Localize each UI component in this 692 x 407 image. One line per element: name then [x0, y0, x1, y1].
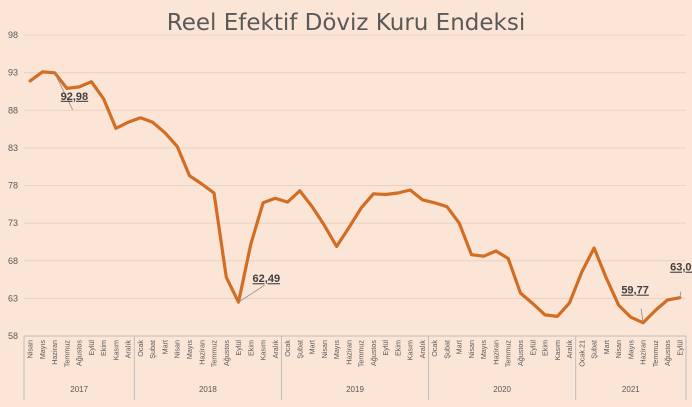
x-tick-label: Şubat — [590, 340, 599, 359]
x-tick-label: Mart — [602, 340, 611, 354]
data-label-leader — [238, 284, 265, 303]
x-tick-label: Şubat — [442, 340, 451, 359]
x-tick-label: Eylül — [234, 340, 243, 356]
x-tick-label: Eylül — [87, 340, 96, 356]
x-tick-label: Nisan — [467, 340, 476, 358]
x-tick-label: Nisan — [26, 340, 35, 358]
x-tick-label: Mart — [308, 340, 317, 354]
x-tick-label: Mayıs — [479, 340, 488, 360]
x-tick-label: Haziran — [639, 340, 648, 365]
x-tick-label: Aralık — [418, 340, 427, 359]
x-tick-label: Aralık — [124, 340, 133, 359]
data-labels: 92,98 62,49 59,77 63,09 — [54, 72, 692, 323]
x-tick-label: Ekim — [541, 340, 550, 356]
x-tick-label: Ağustos — [222, 340, 231, 366]
x-tick-label: Ağustos — [369, 340, 378, 366]
x-tick-label: Ağustos — [75, 340, 84, 366]
x-tick-label: Mayıs — [626, 340, 635, 360]
x-tick-label: Ekim — [99, 340, 108, 356]
data-label-leader — [54, 72, 74, 110]
y-tick-label: 78 — [8, 181, 18, 191]
x-tick-label: Ekim — [393, 340, 402, 356]
x-axis-tick-labels: Nisan Mayıs Haziran Temmuz Ağustos Eylül Ekim K… — [26, 340, 685, 368]
x-tick-label: Nisan — [173, 340, 182, 358]
year-labels: 2017 2018 2019 2020 2021 — [70, 385, 640, 394]
series-layer — [28, 70, 682, 325]
data-label: 63,09 — [670, 262, 692, 274]
x-tick-label: Aralık — [565, 340, 574, 359]
x-tick-label: Mart — [160, 340, 169, 354]
y-tick-label: 83 — [8, 143, 18, 153]
x-tick-label: Kasım — [553, 340, 562, 360]
y-tick-label: 73 — [8, 218, 18, 228]
x-tick-label: Kasım — [259, 340, 268, 360]
y-axis-tick-labels: 98 93 88 83 78 73 68 63 58 — [8, 30, 18, 341]
x-tick-label: Nisan — [320, 340, 329, 358]
x-tick-label: Haziran — [50, 340, 59, 365]
x-tick-label: Ağustos — [663, 340, 672, 366]
x-tick-label: Aralık — [271, 340, 280, 359]
year-label: 2018 — [199, 385, 217, 394]
x-tick-label: Ağustos — [516, 340, 525, 366]
x-tick-label: Haziran — [344, 340, 353, 365]
x-tick-label: Ekim — [246, 340, 255, 356]
year-label: 2017 — [70, 385, 88, 394]
chart-title: Reel Efektif Döviz Kuru Endeksi — [167, 10, 525, 36]
data-label: 92,98 — [61, 91, 89, 103]
x-tick-label: Kasım — [406, 340, 415, 360]
x-tick-label: Temmuz — [651, 340, 660, 368]
x-tick-label: Şubat — [148, 340, 157, 359]
x-tick-label: Eylül — [675, 340, 684, 356]
x-tick-label: Eylül — [381, 340, 390, 356]
x-tick-label: Şubat — [295, 340, 304, 359]
series-line — [28, 70, 682, 325]
x-tick-label: Nisan — [614, 340, 623, 358]
y-tick-label: 88 — [8, 105, 18, 115]
data-label: 59,77 — [621, 285, 649, 297]
x-tick-label: Haziran — [197, 340, 206, 365]
x-tick-label: Mart — [455, 340, 464, 354]
x-tick-label: Ocak — [283, 340, 292, 357]
y-tick-label: 63 — [8, 293, 18, 303]
axes — [23, 335, 687, 400]
x-tick-label: Temmuz — [357, 340, 366, 368]
y-tick-label: 98 — [8, 30, 18, 40]
data-label: 62,49 — [253, 273, 281, 285]
x-tick-label: Ocak.21 — [577, 340, 586, 367]
x-tick-label: Mayıs — [332, 340, 341, 360]
y-tick-label: 58 — [8, 331, 18, 341]
x-tick-label: Mayıs — [38, 340, 47, 360]
data-label-leader — [640, 308, 644, 323]
x-tick-label: Temmuz — [210, 340, 219, 368]
x-tick-label: Ocak — [430, 340, 439, 357]
gridlines — [24, 34, 686, 299]
year-label: 2020 — [493, 385, 511, 394]
x-tick-label: Kasım — [111, 340, 120, 360]
data-label-leader — [679, 291, 682, 298]
x-tick-label: Temmuz — [62, 340, 71, 368]
x-tick-label: Haziran — [491, 340, 500, 365]
x-tick-label: Eylül — [528, 340, 537, 356]
x-tick-label: Ocak — [136, 340, 145, 357]
y-tick-label: 68 — [8, 256, 18, 266]
x-tick-label: Temmuz — [504, 340, 513, 368]
y-tick-label: 93 — [8, 68, 18, 78]
year-label: 2021 — [622, 385, 640, 394]
year-label: 2019 — [346, 385, 364, 394]
x-tick-label: Mayıs — [185, 340, 194, 360]
